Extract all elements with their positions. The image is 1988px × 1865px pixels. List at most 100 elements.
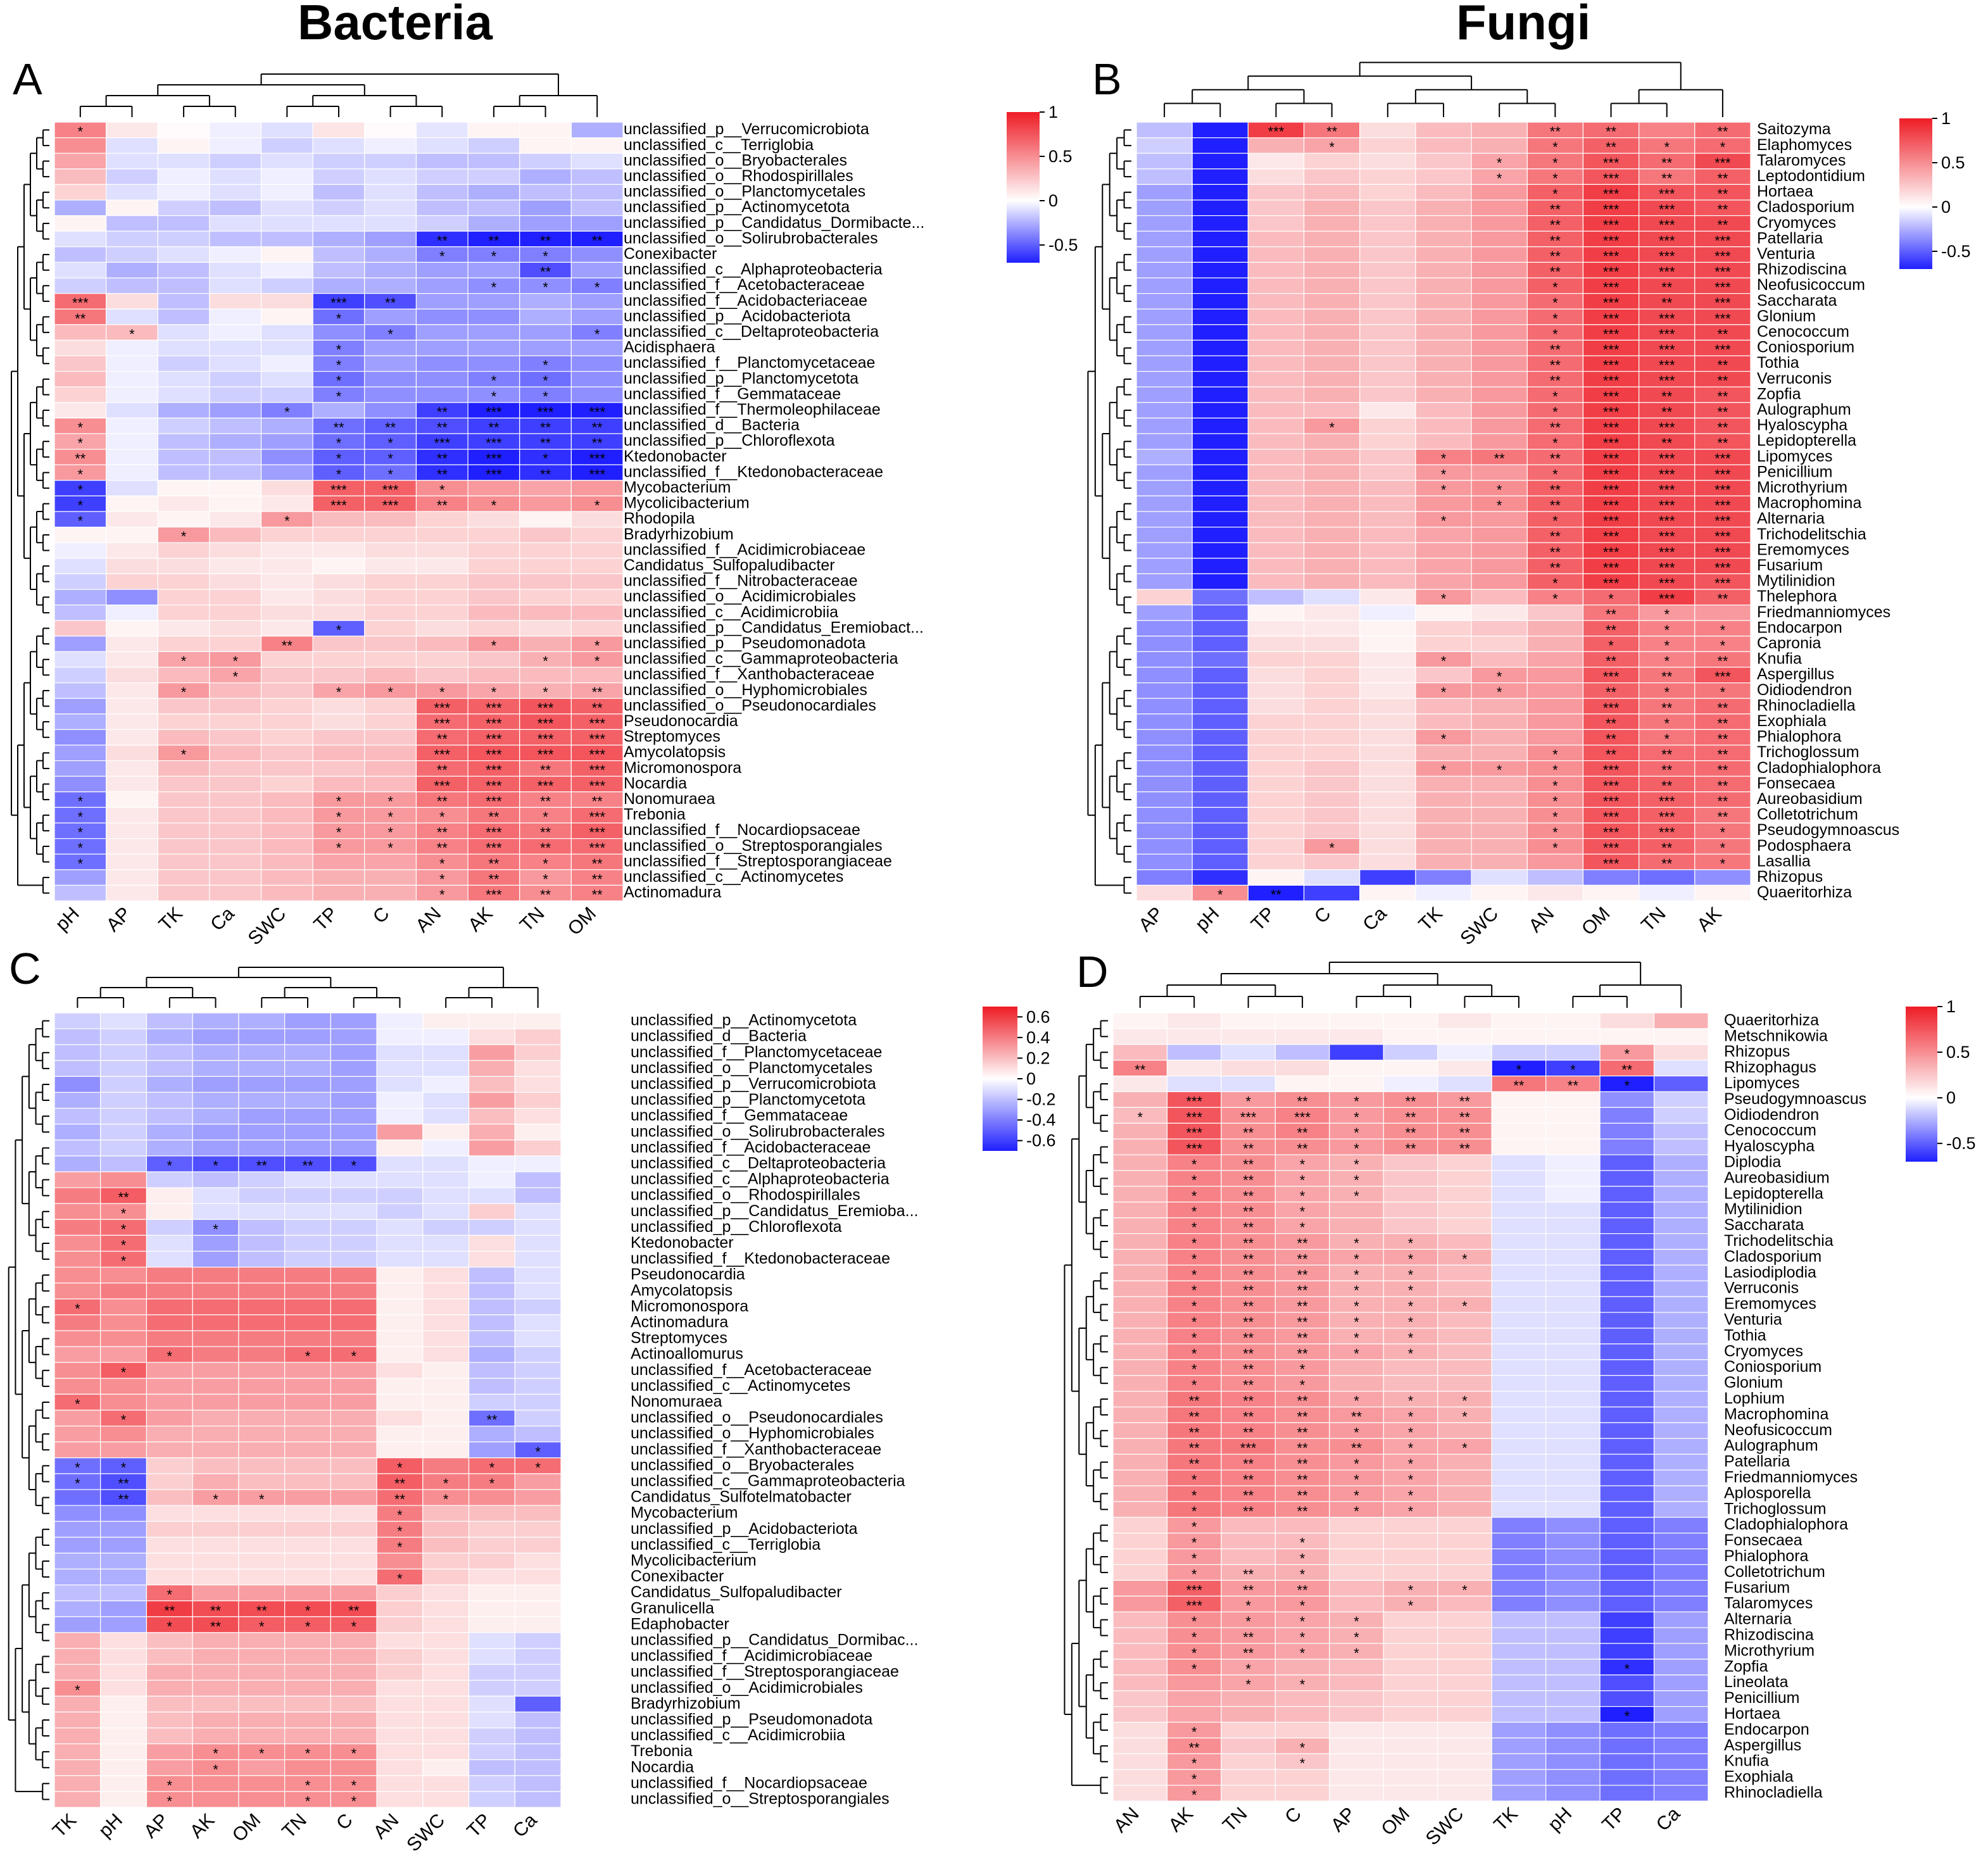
heatmap-cell xyxy=(1545,1107,1601,1124)
heatmap-cell xyxy=(364,760,417,777)
heatmap-cell xyxy=(519,776,572,793)
heatmap-cell xyxy=(157,433,210,450)
heatmap-cell xyxy=(330,1568,377,1586)
heatmap-cell xyxy=(157,277,210,294)
heatmap-cell xyxy=(514,1330,562,1347)
heatmap-cell xyxy=(1491,1154,1547,1171)
heatmap-cell xyxy=(1545,1375,1601,1392)
row-label: Macrophomina xyxy=(1724,1405,1828,1423)
significance-marker: ** xyxy=(1550,420,1561,436)
significance-marker: * xyxy=(1552,591,1558,607)
heatmap-cell xyxy=(146,1393,193,1411)
significance-marker: ** xyxy=(1550,358,1561,374)
heatmap-cell xyxy=(422,1791,470,1808)
heatmap-cell xyxy=(1359,791,1416,808)
significance-marker: * xyxy=(1354,1424,1359,1440)
heatmap-cell xyxy=(284,1393,331,1411)
column-label: C xyxy=(369,903,394,928)
heatmap-cell xyxy=(1491,1643,1547,1660)
heatmap-cell xyxy=(1545,1564,1601,1581)
heatmap-cell xyxy=(468,1044,515,1061)
heatmap-cell xyxy=(1136,853,1193,870)
panel-letter-c: C xyxy=(9,944,41,993)
heatmap-cell xyxy=(1694,137,1751,154)
heatmap-cell xyxy=(376,1743,424,1761)
row-label: Actinomadura xyxy=(631,1313,728,1331)
heatmap-cell xyxy=(1471,261,1528,279)
heatmap-cell xyxy=(1383,1721,1438,1738)
heatmap-cell xyxy=(1639,776,1695,793)
significance-marker: * xyxy=(213,1762,218,1778)
heatmap-cell xyxy=(1359,184,1416,201)
heatmap-cell xyxy=(312,137,365,154)
heatmap-cell xyxy=(1359,651,1416,668)
heatmap-cell xyxy=(1415,604,1472,621)
heatmap-cell xyxy=(284,1314,331,1331)
heatmap-cell xyxy=(209,573,262,590)
heatmap-cell xyxy=(284,1664,331,1681)
heatmap-cell xyxy=(1437,1233,1492,1250)
significance-marker: *** xyxy=(72,295,89,311)
significance-marker: *** xyxy=(1186,1125,1202,1141)
heatmap-cell xyxy=(1192,448,1249,465)
heatmap-cell xyxy=(376,1632,424,1649)
heatmap-cell xyxy=(519,339,572,356)
column-label: TN xyxy=(1637,903,1670,936)
significance-marker: *** xyxy=(1603,544,1620,560)
heatmap-cell xyxy=(100,1441,148,1459)
heatmap-cell xyxy=(1303,277,1361,294)
heatmap-cell xyxy=(1136,807,1193,824)
heatmap-cell xyxy=(54,339,107,356)
heatmap-cell xyxy=(260,589,313,606)
heatmap-cell xyxy=(1694,869,1751,886)
significance-marker: * xyxy=(1570,1062,1576,1078)
heatmap-cell xyxy=(422,1695,470,1713)
heatmap-cell xyxy=(1136,246,1193,263)
significance-marker: * xyxy=(1664,139,1670,155)
heatmap-cell xyxy=(364,744,417,762)
heatmap-cell xyxy=(260,417,313,434)
heatmap-cell xyxy=(376,1489,424,1506)
significance-marker: * xyxy=(336,809,342,825)
significance-marker: * xyxy=(1497,482,1502,498)
heatmap-cell xyxy=(514,1409,562,1427)
heatmap-cell xyxy=(1166,1643,1222,1660)
significance-marker: * xyxy=(1552,809,1558,825)
heatmap-cell xyxy=(519,153,572,170)
heatmap-cell xyxy=(1545,1312,1601,1329)
significance-marker: *** xyxy=(1603,233,1620,249)
heatmap-cell xyxy=(468,1393,515,1411)
significance-marker: * xyxy=(167,1619,173,1635)
heatmap-cell xyxy=(312,153,365,170)
heatmap-cell xyxy=(146,1791,193,1808)
heatmap-cell xyxy=(364,869,417,886)
heatmap-cell xyxy=(1112,1406,1168,1423)
heatmap-cell xyxy=(1359,729,1416,746)
heatmap-cell xyxy=(1274,1548,1330,1566)
heatmap-cell xyxy=(1136,417,1193,434)
heatmap-cell xyxy=(209,636,262,652)
heatmap-cell xyxy=(1694,558,1751,574)
significance-marker: *** xyxy=(330,498,347,513)
heatmap-cell xyxy=(570,184,624,201)
heatmap-cell xyxy=(238,1266,286,1284)
heatmap-cell xyxy=(1329,1028,1384,1045)
significance-marker: * xyxy=(1552,762,1558,778)
heatmap-cell xyxy=(1166,1312,1222,1329)
heatmap-cell xyxy=(1471,713,1528,731)
heatmap-cell xyxy=(157,729,210,746)
heatmap-cell xyxy=(312,698,365,715)
significance-marker: *** xyxy=(1659,513,1675,529)
heatmap-cell xyxy=(364,604,417,621)
heatmap-cell xyxy=(1136,137,1193,154)
significance-marker: ** xyxy=(1243,1456,1254,1472)
heatmap-cell xyxy=(514,1759,562,1776)
heatmap-cell xyxy=(415,526,469,543)
heatmap-cell xyxy=(1303,636,1361,652)
heatmap-cell xyxy=(260,620,313,637)
heatmap-cell xyxy=(1599,1217,1655,1234)
significance-marker: ** xyxy=(1661,155,1673,171)
row-label: Metschnikowia xyxy=(1724,1027,1828,1045)
heatmap-cell xyxy=(192,1330,239,1347)
heatmap-cell xyxy=(1136,215,1193,232)
